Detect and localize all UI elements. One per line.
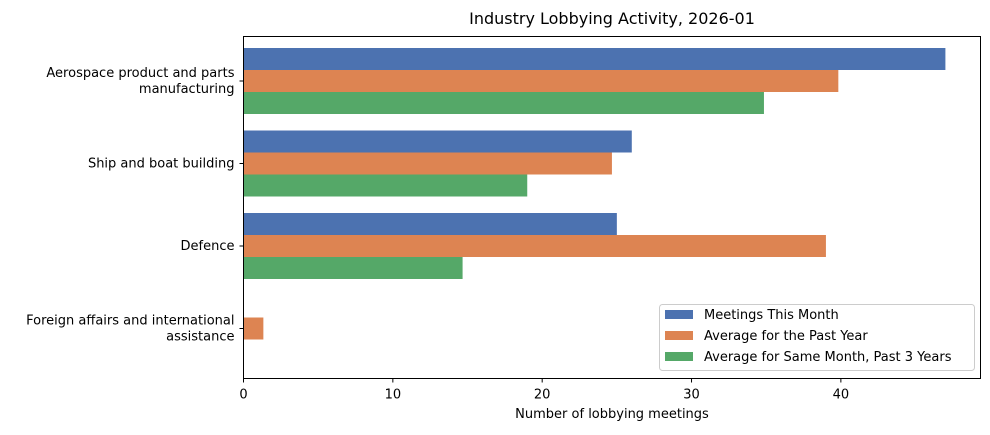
legend-label: Average for Same Month, Past 3 Years xyxy=(704,350,952,365)
legend: Meetings This Month Average for the Past … xyxy=(659,304,975,371)
y-tick-label: Defence xyxy=(181,239,235,254)
legend-swatch xyxy=(665,310,693,319)
bar xyxy=(243,48,946,70)
y-tick-label: Aerospace product and parts manufacturing xyxy=(46,66,234,97)
x-tick-label: 30 xyxy=(683,388,700,403)
legend-swatch xyxy=(665,352,693,361)
legend-box xyxy=(659,304,975,371)
x-tick-label: 0 xyxy=(239,388,247,403)
bar xyxy=(243,317,264,340)
plot-frame xyxy=(243,36,981,379)
bar xyxy=(243,235,826,257)
x-tick-label: 20 xyxy=(534,388,551,403)
x-tick-label: 40 xyxy=(833,388,850,403)
legend-swatch xyxy=(665,331,693,340)
legend-label: Meetings This Month xyxy=(704,308,839,323)
y-tick-label: Foreign affairs and international assista… xyxy=(26,314,234,345)
x-axis-label: Number of lobbying meetings xyxy=(515,407,709,422)
bar xyxy=(243,174,528,197)
bar xyxy=(243,130,632,153)
bar xyxy=(243,257,463,279)
x-tick-label: 10 xyxy=(385,388,402,403)
bar xyxy=(243,213,617,235)
bar xyxy=(243,70,839,92)
y-tick-label: Ship and boat building xyxy=(88,157,235,172)
legend-label: Average for the Past Year xyxy=(704,329,868,344)
bar xyxy=(243,152,612,175)
bar xyxy=(243,92,764,114)
chart-title: Industry Lobbying Activity, 2026-01 xyxy=(469,9,755,28)
